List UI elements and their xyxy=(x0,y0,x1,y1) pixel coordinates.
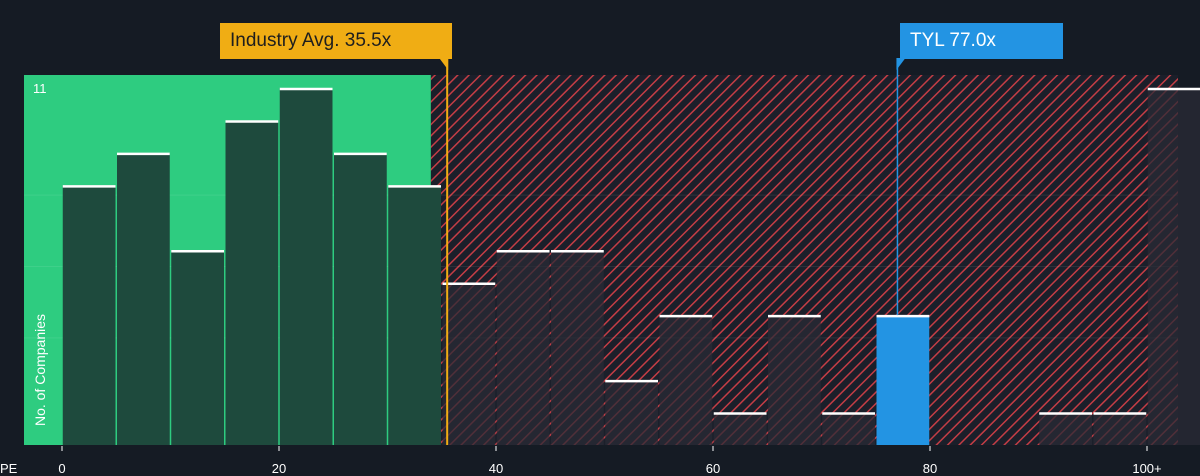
histogram-bar xyxy=(62,185,116,445)
histogram-bar xyxy=(442,282,496,445)
histogram-bar xyxy=(225,120,279,445)
y-tick-label: 11 xyxy=(33,81,47,96)
x-tick-label: 100+ xyxy=(1132,461,1161,476)
histogram-bar xyxy=(388,185,441,445)
histogram-bar xyxy=(659,315,713,445)
histogram-bar xyxy=(1093,412,1147,445)
x-tick-label: 40 xyxy=(489,461,503,476)
industry-average-label: Industry Avg. 35.5x xyxy=(220,23,452,59)
x-tick-label: 0 xyxy=(58,461,65,476)
histogram-bar xyxy=(822,412,875,445)
industry-callout-pointer xyxy=(439,58,449,70)
x-tick-label: 80 xyxy=(923,461,937,476)
x-axis-label: PE xyxy=(0,461,18,476)
x-tick-label: 60 xyxy=(706,461,720,476)
company-pe-label: TYL 77.0x xyxy=(900,23,1063,59)
company-callout-pointer xyxy=(896,58,906,70)
histogram-bar xyxy=(713,412,767,445)
histogram-bar xyxy=(279,87,333,445)
histogram-bar xyxy=(551,250,604,445)
histogram-bar xyxy=(117,152,170,446)
x-tick-label: 20 xyxy=(272,461,286,476)
histogram-bar xyxy=(1147,87,1200,445)
histogram-bar xyxy=(1039,412,1092,445)
histogram-bar xyxy=(334,152,387,446)
histogram-bar xyxy=(496,250,550,445)
y-axis-label: No. of Companies xyxy=(32,314,48,426)
histogram-bar xyxy=(768,315,821,445)
histogram-bar xyxy=(876,315,930,445)
histogram-bar xyxy=(605,380,658,445)
histogram-bar xyxy=(171,250,224,445)
